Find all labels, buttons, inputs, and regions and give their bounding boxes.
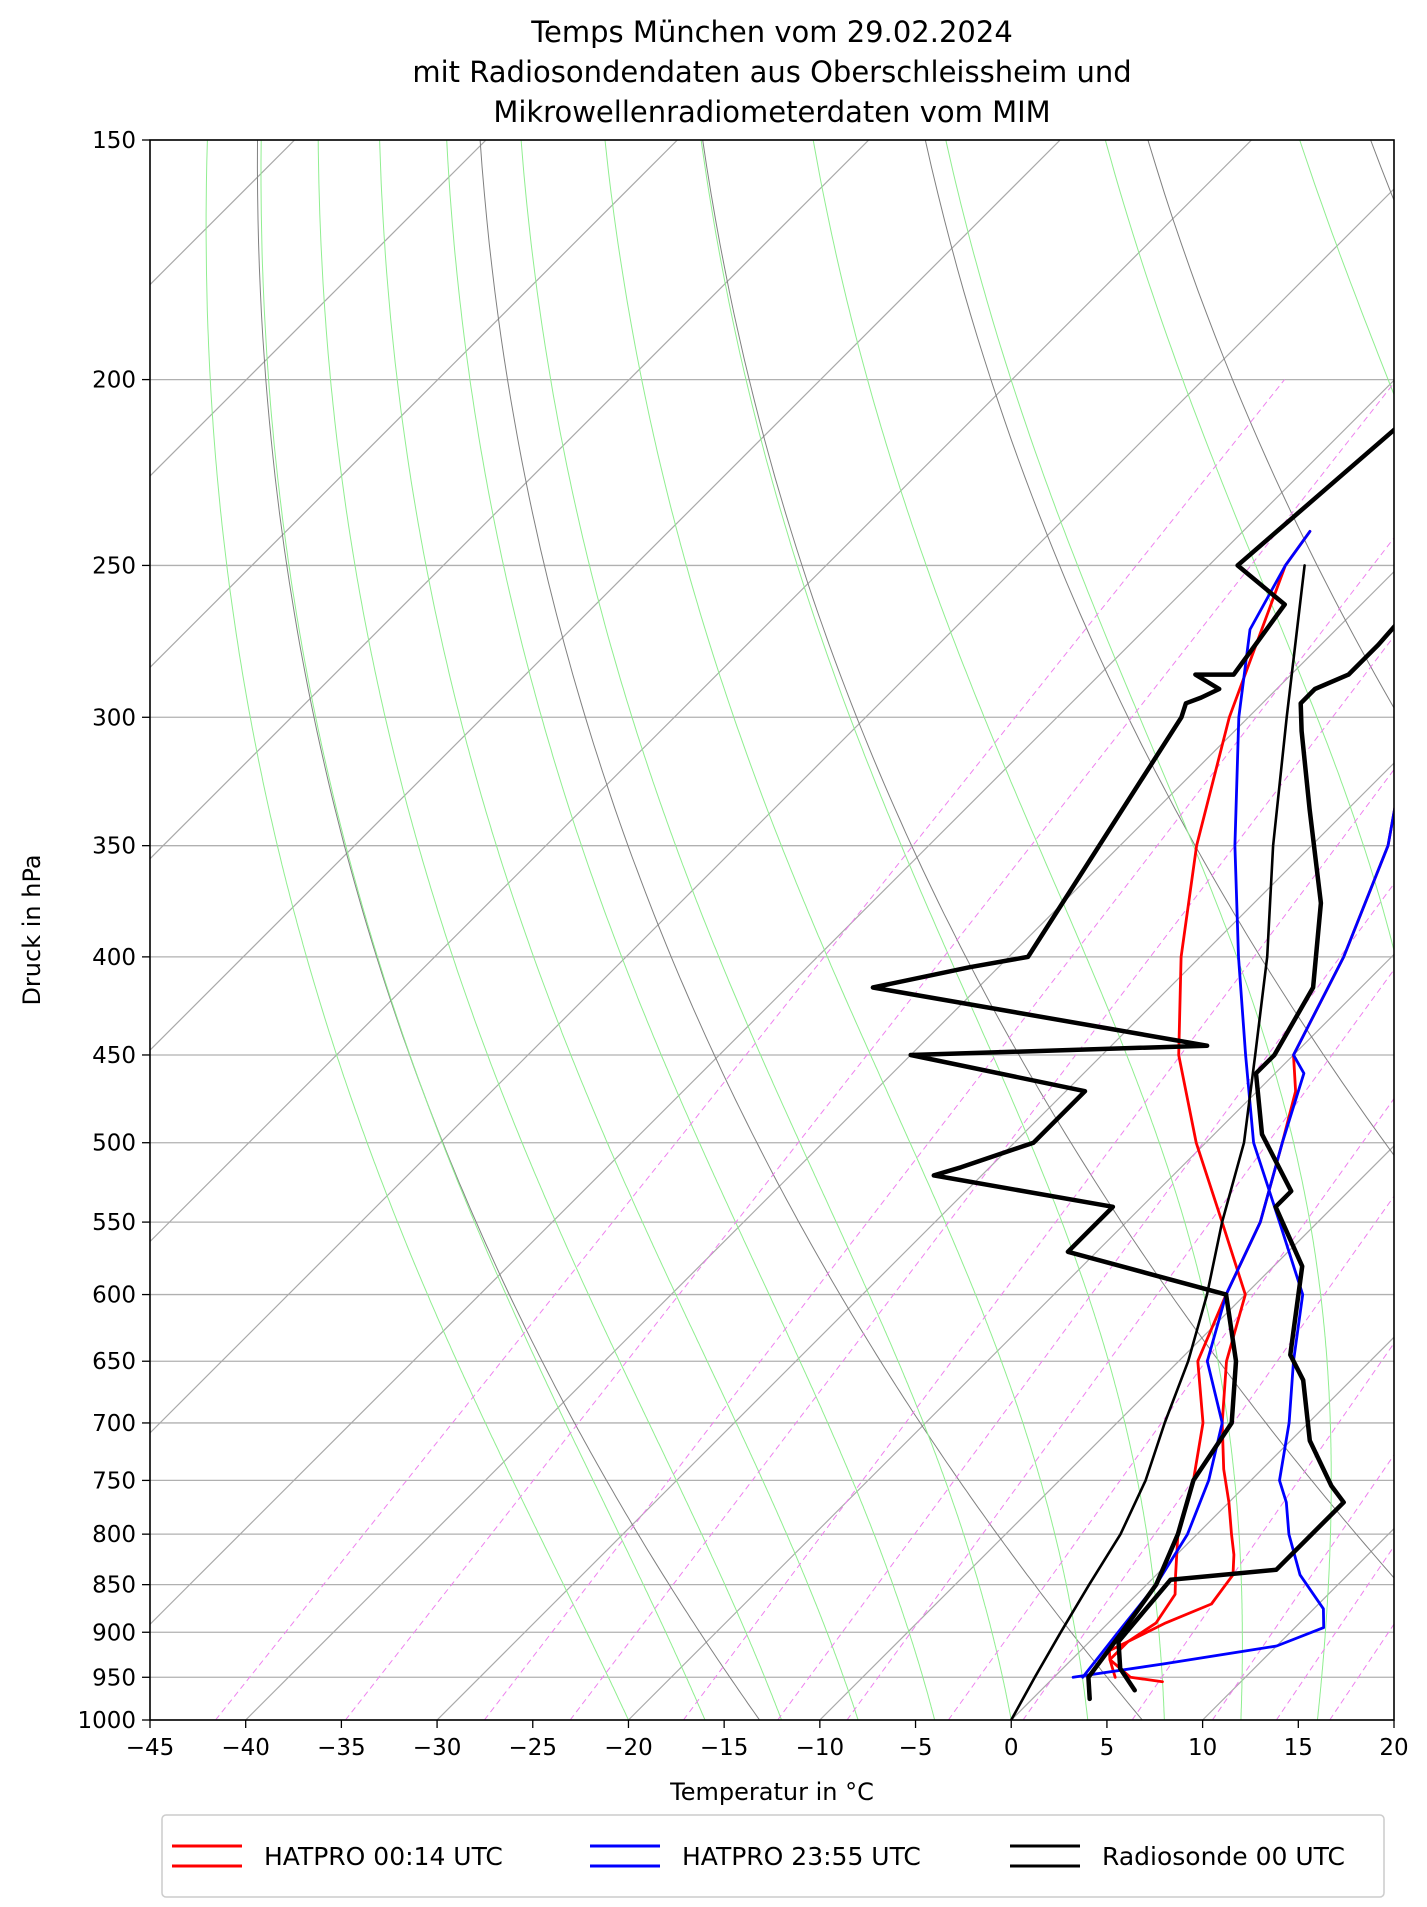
dry-adiabat-line bbox=[924, 140, 1394, 1157]
y-tick-label: 850 bbox=[92, 1573, 136, 1599]
y-tick-label: 700 bbox=[92, 1411, 136, 1437]
y-tick-label: 950 bbox=[92, 1665, 136, 1691]
mixing-ratio-line bbox=[777, 882, 1394, 1720]
isotherm-line bbox=[436, 762, 1394, 1720]
y-tick-label: 650 bbox=[92, 1349, 136, 1375]
y-tick-label: 500 bbox=[92, 1131, 136, 1157]
x-tick-label: 0 bbox=[1004, 1735, 1019, 1761]
x-tick-label: −5 bbox=[899, 1735, 933, 1761]
moist-adiabat-line bbox=[812, 140, 1243, 1720]
y-tick-label: 750 bbox=[92, 1468, 136, 1494]
mixing-ratio-line bbox=[1022, 1195, 1394, 1720]
x-tick-label: −35 bbox=[317, 1735, 366, 1761]
plot-frame bbox=[149, 139, 1395, 1721]
y-tick-label: 800 bbox=[92, 1522, 136, 1548]
isotherm-line bbox=[1010, 1336, 1394, 1720]
x-tick-label: −15 bbox=[700, 1735, 749, 1761]
series-radiosonde-00-utc-dewpoint bbox=[870, 426, 1394, 1702]
moist-adiabat-line bbox=[520, 140, 1012, 1720]
dry-adiabat-line bbox=[256, 140, 761, 1720]
x-tick-label: 20 bbox=[1379, 1735, 1408, 1761]
dry-adiabat-line bbox=[479, 140, 1143, 1720]
moist-adiabat-line bbox=[446, 140, 936, 1720]
x-tick-label: −25 bbox=[508, 1735, 557, 1761]
mixing-ratio-line bbox=[215, 379, 1285, 1720]
dry-adiabat-line bbox=[1147, 140, 1394, 709]
isotherm-line bbox=[628, 953, 1394, 1720]
mixing-ratio-line bbox=[1131, 1342, 1394, 1720]
isotherm-line bbox=[150, 140, 870, 860]
mixing-ratio-line bbox=[1211, 1454, 1394, 1720]
background-lines bbox=[0, 140, 1427, 1720]
isotherm-line bbox=[819, 1144, 1394, 1720]
x-axis-label: Temperatur in °C bbox=[669, 1778, 874, 1806]
moist-adiabat-line bbox=[260, 140, 706, 1720]
x-tick-label: −20 bbox=[604, 1735, 653, 1761]
moist-adiabat-line bbox=[604, 140, 1089, 1720]
y-tick-label: 450 bbox=[92, 1043, 136, 1069]
isotherm-line bbox=[150, 140, 1252, 1243]
series-hatpro-23-55-utc-dewpoint bbox=[1081, 804, 1394, 1679]
legend-label: HATPRO 23:55 UTC bbox=[682, 1842, 921, 1871]
moist-adiabat-line bbox=[1299, 140, 1394, 396]
chart-title: Temps München vom 29.02.2024 mit Radioso… bbox=[412, 15, 1131, 129]
series-radiosonde-00-utc-parcel bbox=[1009, 564, 1306, 1720]
isotherm-line bbox=[150, 188, 1394, 1434]
y-axis: 1000 950 900 850 800 750 700 650 600 550 500 450 400… bbox=[77, 128, 150, 1734]
x-tick-label: −45 bbox=[126, 1735, 175, 1761]
x-tick-label: 10 bbox=[1188, 1735, 1217, 1761]
moist-adiabat-line bbox=[1104, 140, 1394, 1720]
legend-label: Radiosonde 00 UTC bbox=[1102, 1842, 1345, 1871]
mixing-ratio-line bbox=[947, 1097, 1394, 1720]
isotherm-line bbox=[150, 379, 1394, 1626]
isotherm-line bbox=[0, 140, 103, 1720]
x-tick-label: −10 bbox=[796, 1735, 845, 1761]
data-series bbox=[870, 426, 1394, 1720]
y-tick-label: 200 bbox=[92, 368, 136, 394]
y-tick-label: 550 bbox=[92, 1210, 136, 1236]
x-axis: −45 −40 −35 −30 −25 −20 −15 −10 −5 0 5 10 15 20 bbox=[126, 1720, 1409, 1761]
isotherm-line bbox=[150, 140, 678, 669]
y-tick-label: 350 bbox=[92, 834, 136, 860]
legend-box bbox=[161, 1814, 1385, 1898]
moist-adiabat-line bbox=[205, 140, 629, 1720]
isotherm-line bbox=[1393, 1719, 1394, 1720]
x-tick-label: −40 bbox=[221, 1735, 270, 1761]
dry-adiabat-line bbox=[1370, 140, 1394, 202]
mixing-ratio-line bbox=[345, 382, 1394, 1720]
x-tick-label: 15 bbox=[1284, 1735, 1313, 1761]
moist-adiabat-line bbox=[317, 140, 783, 1720]
isotherm-line bbox=[245, 570, 1394, 1720]
title-line-3: Mikrowellenradiometerdaten vom MIM bbox=[493, 95, 1050, 129]
isotherm-line bbox=[150, 140, 1061, 1052]
mixing-ratio-line bbox=[1329, 1623, 1394, 1720]
series-radiosonde-00-utc-temperature bbox=[1116, 623, 1394, 1693]
title-line-1: Temps München vom 29.02.2024 bbox=[530, 15, 1013, 49]
title-line-2: mit Radiosondendaten aus Oberschleisshei… bbox=[412, 55, 1131, 89]
series-hatpro-00-14-utc-dewpoint bbox=[1108, 804, 1394, 1679]
legend: HATPRO 00:14 UTC HATPRO 23:55 UTC Radioson… bbox=[161, 1814, 1385, 1898]
y-tick-label: 300 bbox=[92, 705, 136, 731]
moist-adiabat-line bbox=[945, 140, 1332, 1720]
y-tick-label: 1000 bbox=[77, 1708, 136, 1734]
y-tick-label: 150 bbox=[92, 128, 136, 154]
moist-adiabat-line bbox=[700, 140, 1165, 1720]
y-tick-label: 250 bbox=[92, 553, 136, 579]
series-hatpro-00-14-utc-temperature bbox=[1108, 530, 1312, 1684]
isotherm-line bbox=[150, 140, 487, 477]
y-tick-label: 400 bbox=[92, 945, 136, 971]
legend-label: HATPRO 00:14 UTC bbox=[264, 1842, 503, 1871]
mixing-ratio-line bbox=[483, 537, 1394, 1720]
x-tick-label: 5 bbox=[1100, 1735, 1115, 1761]
y-axis-label: Druck in hPa bbox=[18, 854, 46, 1005]
moist-adiabat-line bbox=[379, 140, 859, 1720]
mixing-ratio-line bbox=[1416, 380, 1427, 1720]
dry-adiabat-line bbox=[702, 140, 1394, 1579]
y-tick-label: 600 bbox=[92, 1283, 136, 1309]
x-tick-label: −30 bbox=[413, 1735, 462, 1761]
y-tick-label: 900 bbox=[92, 1620, 136, 1646]
